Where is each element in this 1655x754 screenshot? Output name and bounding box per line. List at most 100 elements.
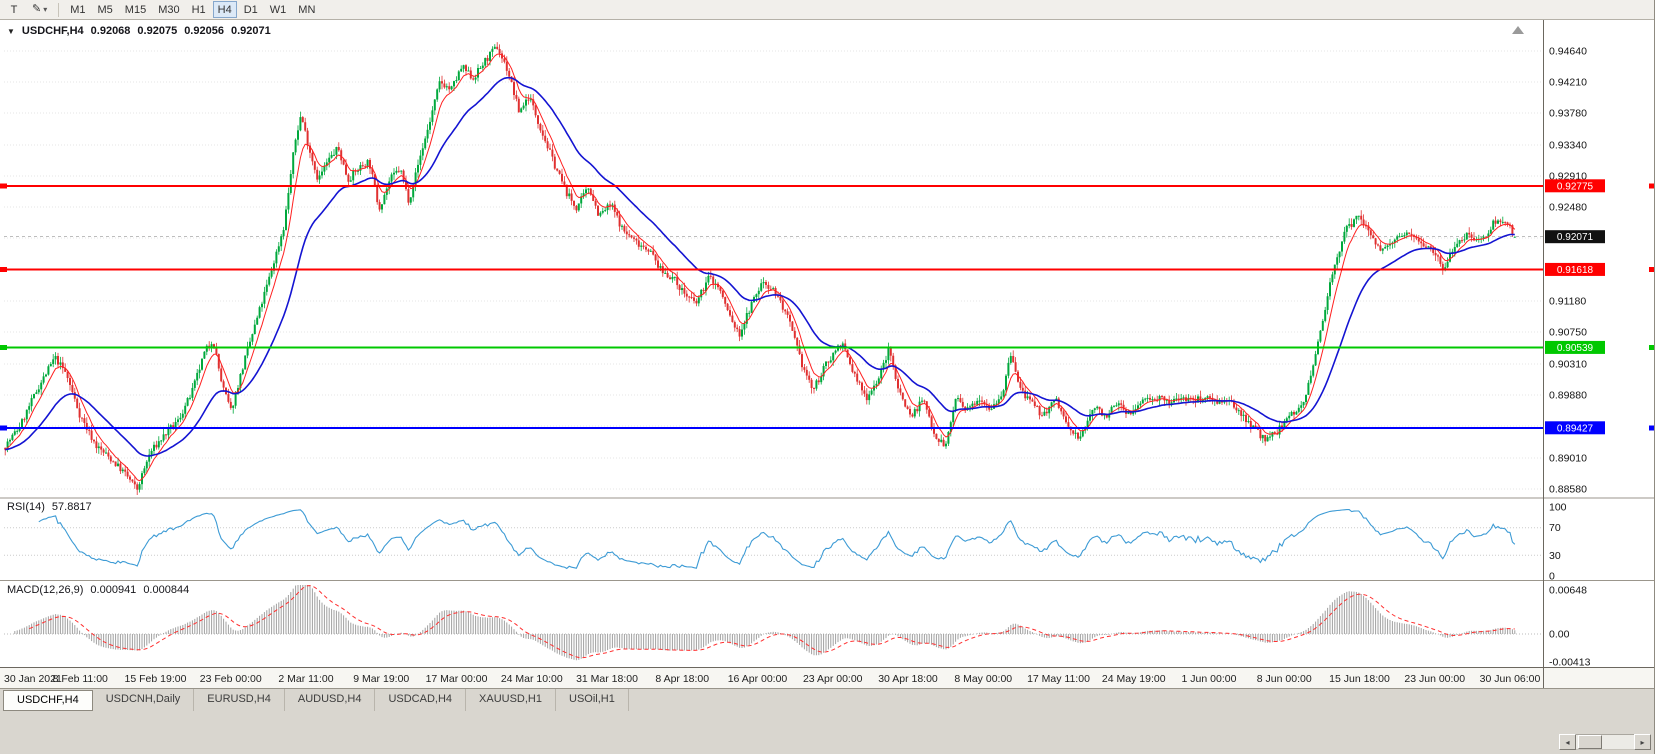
- svg-text:30 Apr 18:00: 30 Apr 18:00: [878, 673, 938, 685]
- tab-usdchf-h4[interactable]: USDCHF,H4: [3, 690, 93, 711]
- ohlc-open: 0.92068: [90, 25, 131, 37]
- ma-fast-line: [4, 53, 1516, 482]
- timeframe-m15[interactable]: M15: [120, 1, 151, 18]
- svg-text:0.94210: 0.94210: [1549, 77, 1587, 89]
- price-axis-labels: 0.946400.942100.937800.933400.929100.924…: [1549, 46, 1587, 496]
- tab-scrollbar[interactable]: ◂ ▸: [1559, 734, 1651, 750]
- price-line-badge-0: 0.92775: [1545, 179, 1605, 193]
- rsi-line: [38, 509, 1516, 570]
- ma-slow-line: [5, 76, 1515, 457]
- bottom-strip: ◂ ▸: [0, 712, 1654, 754]
- svg-text:16 Apr 00:00: 16 Apr 00:00: [728, 673, 788, 685]
- svg-text:0.00: 0.00: [1549, 629, 1570, 641]
- svg-text:24 Mar 10:00: 24 Mar 10:00: [501, 673, 563, 685]
- scrollbar-track[interactable]: [1576, 734, 1634, 750]
- macd-value-main: 0.000941: [90, 584, 137, 596]
- toolbar-separator: [58, 2, 60, 17]
- svg-text:0.92071: 0.92071: [1557, 232, 1594, 243]
- svg-text:0.88580: 0.88580: [1549, 484, 1587, 496]
- tab-usdcnh-daily[interactable]: USDCNH,Daily: [93, 689, 195, 711]
- svg-text:0.93340: 0.93340: [1549, 139, 1587, 151]
- timeframe-w1[interactable]: W1: [265, 1, 292, 18]
- svg-text:0.00648: 0.00648: [1549, 585, 1587, 597]
- tab-audusd-h4[interactable]: AUDUSD,H4: [285, 689, 376, 711]
- chart-tabs: USDCHF,H4 USDCNH,Daily EURUSD,H4 AUDUSD,H4 U…: [0, 688, 1654, 712]
- ohlc-low: 0.92056: [184, 25, 224, 37]
- svg-text:15 Jun 18:00: 15 Jun 18:00: [1329, 673, 1390, 685]
- rsi-label: RSI(14) 57.8817: [7, 501, 92, 513]
- horizontal-lines[interactable]: [0, 183, 1655, 431]
- macd-label: MACD(12,26,9) 0.000941 0.000844: [7, 584, 189, 596]
- candle-bodies: [4, 46, 1516, 490]
- price-line-badge-2: 0.90539: [1545, 340, 1605, 354]
- macd-axis-labels: 0.00648 0.00 -0.00413: [1549, 585, 1591, 669]
- timeframe-h1[interactable]: H1: [187, 1, 211, 18]
- svg-text:8 May 00:00: 8 May 00:00: [954, 673, 1012, 685]
- svg-text:0.91618: 0.91618: [1557, 265, 1594, 276]
- panel-separators[interactable]: [0, 20, 1655, 688]
- timeframe-group: M1 M5 M15 M30 H1 H4 D1 W1 MN: [64, 1, 321, 18]
- svg-text:100: 100: [1549, 502, 1567, 514]
- price-line-badge-3: 0.89427: [1545, 421, 1605, 435]
- toolbar: T ✎ ▾ M1 M5 M15 M30 H1 H4 D1 W1 MN: [0, 0, 1654, 20]
- chart-menu-icon[interactable]: ▼: [7, 26, 15, 36]
- svg-text:0.90310: 0.90310: [1549, 358, 1587, 370]
- scroll-right-button[interactable]: ▸: [1634, 734, 1651, 750]
- timeframe-m30[interactable]: M30: [153, 1, 184, 18]
- svg-text:0.90750: 0.90750: [1549, 327, 1587, 339]
- svg-text:0.92775: 0.92775: [1557, 181, 1594, 192]
- svg-text:0.92480: 0.92480: [1549, 202, 1587, 214]
- timeframe-h4[interactable]: H4: [212, 1, 237, 18]
- ohlc-high: 0.92075: [137, 25, 178, 37]
- timeframe-d1[interactable]: D1: [239, 1, 263, 18]
- svg-text:0.91180: 0.91180: [1549, 296, 1586, 308]
- svg-text:8 Feb 11:00: 8 Feb 11:00: [53, 673, 108, 685]
- rsi-axis-labels: 100 70 30 0: [1549, 502, 1567, 583]
- svg-text:0.89427: 0.89427: [1557, 423, 1594, 434]
- tab-usdcad-h4[interactable]: USDCAD,H4: [375, 689, 467, 711]
- pencil-icon: ✎: [32, 3, 42, 15]
- svg-text:0.90539: 0.90539: [1557, 343, 1594, 354]
- tab-usoil-h1[interactable]: USOil,H1: [556, 689, 629, 711]
- svg-text:24 May 19:00: 24 May 19:00: [1102, 673, 1166, 685]
- price-line-badge-1: 0.91618: [1545, 262, 1605, 276]
- svg-text:30: 30: [1549, 550, 1561, 562]
- tab-xauusd-h1[interactable]: XAUUSD,H1: [466, 689, 556, 711]
- templates-button[interactable]: T: [3, 1, 25, 18]
- svg-text:30 Jun 06:00: 30 Jun 06:00: [1480, 673, 1541, 685]
- svg-text:0.93780: 0.93780: [1549, 108, 1587, 120]
- scrollbar-thumb[interactable]: [1578, 735, 1602, 749]
- grid: [4, 50, 1543, 490]
- symbol-name: USDCHF,H4: [21, 25, 84, 37]
- timeframe-m5[interactable]: M5: [93, 1, 118, 18]
- timeframe-m1[interactable]: M1: [65, 1, 90, 18]
- tab-eurusd-h4[interactable]: EURUSD,H4: [194, 689, 285, 711]
- scroll-left-button[interactable]: ◂: [1559, 734, 1576, 750]
- svg-text:17 Mar 00:00: 17 Mar 00:00: [426, 673, 488, 685]
- svg-text:23 Apr 00:00: 23 Apr 00:00: [803, 673, 863, 685]
- chevron-down-icon: ▾: [43, 5, 48, 14]
- macd-signal-line: [29, 585, 1515, 659]
- svg-text:8 Jun 00:00: 8 Jun 00:00: [1257, 673, 1312, 685]
- timeframe-mn[interactable]: MN: [293, 1, 320, 18]
- svg-text:70: 70: [1549, 522, 1561, 534]
- svg-text:30 Jan 2021: 30 Jan 2021: [4, 673, 62, 685]
- svg-text:17 May 11:00: 17 May 11:00: [1027, 673, 1090, 685]
- bid-price-badge: 0.92071: [1545, 230, 1605, 244]
- symbol-ohlc-label: ▼ USDCHF,H4 0.92068 0.92075 0.92056 0.92…: [7, 25, 271, 37]
- svg-text:23 Feb 00:00: 23 Feb 00:00: [200, 673, 262, 685]
- svg-text:0.94640: 0.94640: [1549, 46, 1587, 58]
- svg-text:2 Mar 11:00: 2 Mar 11:00: [278, 673, 333, 685]
- svg-text:-0.00413: -0.00413: [1549, 657, 1591, 669]
- svg-text:8 Apr 18:00: 8 Apr 18:00: [655, 673, 709, 685]
- ohlc-close: 0.92071: [230, 25, 271, 37]
- svg-text:9 Mar 19:00: 9 Mar 19:00: [353, 673, 409, 685]
- scroll-to-end-marker[interactable]: [1512, 26, 1524, 34]
- rsi-value: 57.8817: [51, 501, 92, 513]
- macd-name: MACD(12,26,9): [7, 584, 84, 596]
- svg-text:15 Feb 19:00: 15 Feb 19:00: [125, 673, 187, 685]
- draw-tool-button[interactable]: ✎ ▾: [27, 1, 52, 18]
- svg-text:23 Jun 00:00: 23 Jun 00:00: [1404, 673, 1465, 685]
